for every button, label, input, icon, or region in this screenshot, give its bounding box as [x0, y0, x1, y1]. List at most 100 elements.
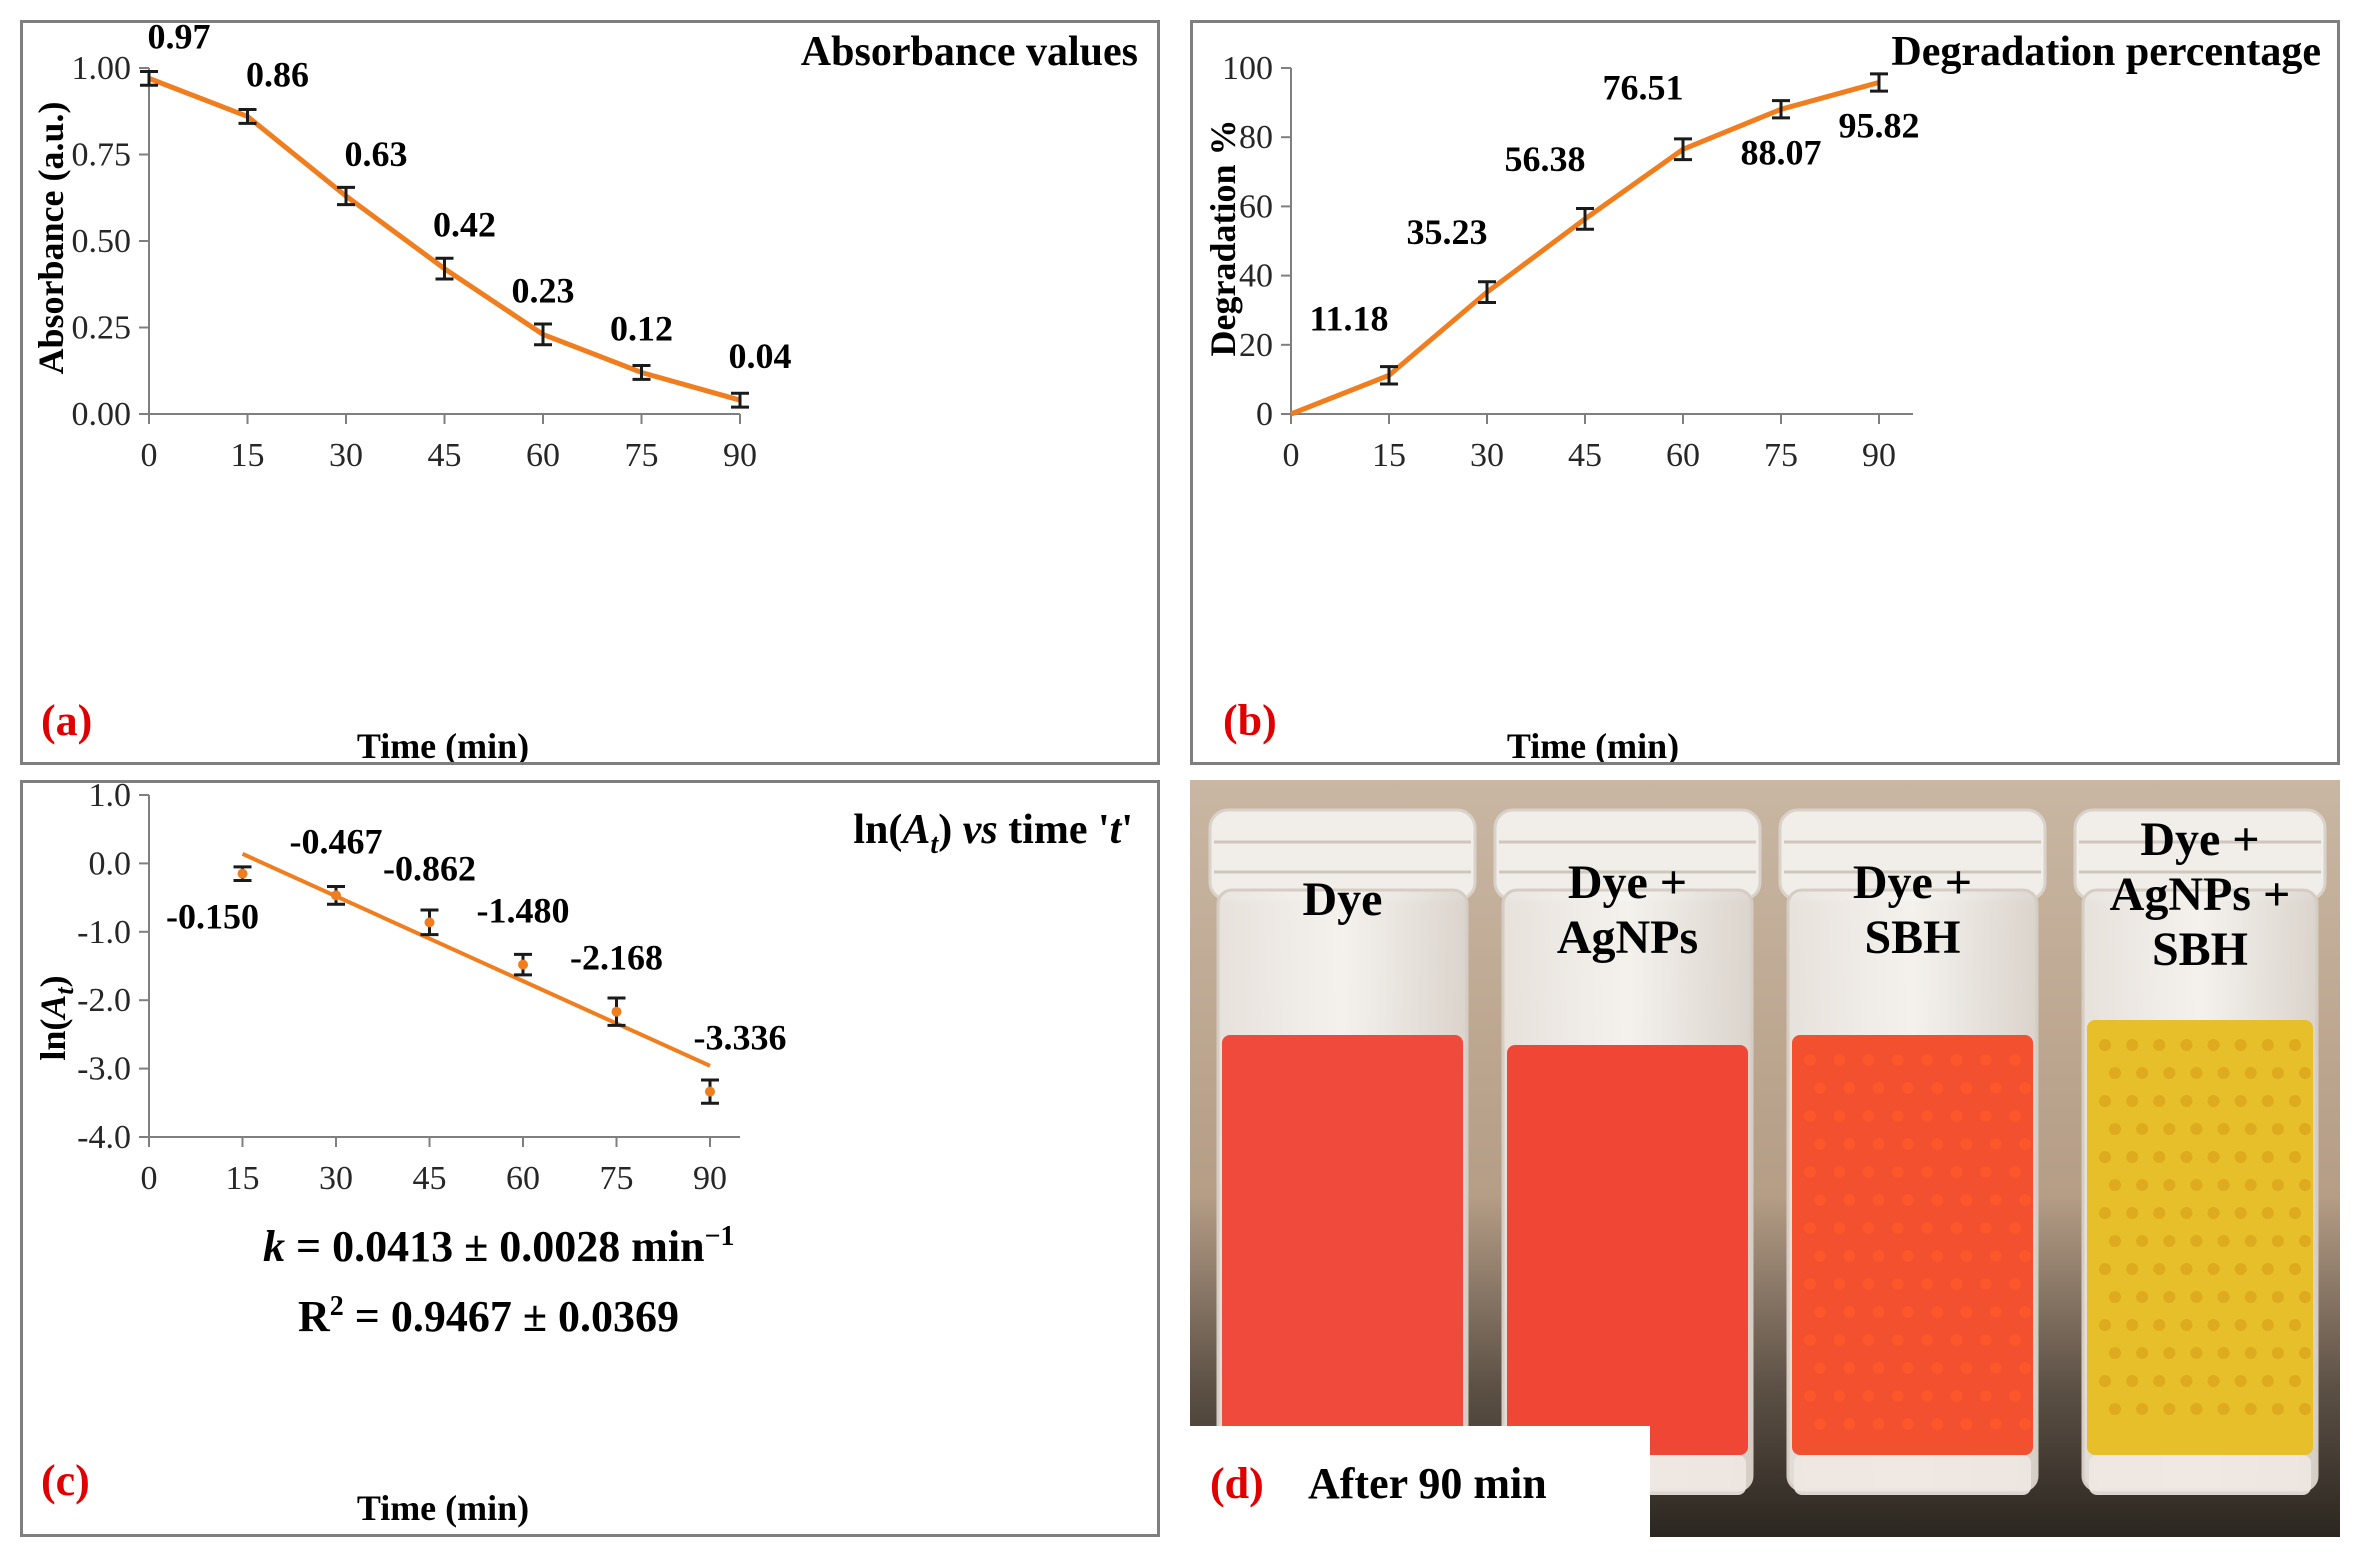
bubble [1901, 1418, 1914, 1430]
bubble [1950, 1166, 1963, 1178]
bubble [1901, 1082, 1914, 1094]
x-tick-label: 45 [1568, 437, 1602, 474]
bubble [2009, 1390, 2021, 1402]
bubble [2019, 1082, 2031, 1094]
chart-title: Absorbance values [801, 29, 1138, 75]
bubble [1921, 1222, 1934, 1234]
bubble [2126, 1263, 2139, 1275]
data-label: 0.42 [433, 205, 496, 245]
data-label: -2.168 [570, 938, 663, 978]
y-axis-label: Absorbance (a.u.) [31, 101, 71, 374]
bubble [2244, 1403, 2257, 1415]
ann-part: = 0.0413 ± 0.0028 min [285, 1222, 705, 1271]
bubble [1891, 1110, 1904, 1122]
bubble [2109, 1403, 2121, 1415]
data-label: 11.18 [1309, 298, 1388, 338]
bubble [2289, 1151, 2301, 1163]
vial: Dye [1208, 808, 1477, 1495]
vial-liquid [1792, 1035, 2033, 1455]
bubble [1921, 1166, 1934, 1178]
bubble [1901, 1138, 1914, 1150]
bubble [1862, 1110, 1875, 1122]
bubble [2180, 1207, 2193, 1219]
panel-label-b: (b) [1223, 696, 1277, 745]
title-part: ' [1121, 807, 1133, 853]
bubble [1833, 1334, 1846, 1346]
chart-c-svg: -4.0 -3.0 -2.0 -1.0 0.0 1.0 0 15 30 45 60 75 90 -0.15… [33, 783, 1133, 1528]
bubble [1804, 1054, 1816, 1066]
photo-caption: After 90 min [1308, 1459, 1547, 1508]
data-label: 0.86 [246, 54, 309, 94]
bubble [2019, 1418, 2031, 1430]
data-label: -3.336 [694, 1018, 787, 1058]
bubble [2244, 1235, 2257, 1247]
bubble [1979, 1278, 1992, 1290]
bubble [1989, 1306, 2002, 1318]
bubble [2217, 1179, 2230, 1191]
x-tick-label: 90 [693, 1160, 727, 1197]
bubble [2126, 1095, 2139, 1107]
bubble [2271, 1403, 2284, 1415]
bubble [2019, 1138, 2031, 1150]
bubble [2099, 1039, 2111, 1051]
bubble [2261, 1263, 2274, 1275]
y-tick-label: 0.25 [72, 310, 132, 347]
bubble [2207, 1375, 2220, 1387]
bubble [2099, 1151, 2111, 1163]
bubble [1979, 1390, 1992, 1402]
y-tick-label: 1.00 [72, 50, 132, 87]
bubble [1814, 1082, 1826, 1094]
bubble [2217, 1067, 2230, 1079]
bubble [2271, 1123, 2284, 1135]
bubble [1989, 1418, 2002, 1430]
bubble [1814, 1418, 1826, 1430]
bubble [2019, 1362, 2031, 1374]
x-tick-label: 45 [413, 1160, 447, 1197]
vial-label: Dye + [2140, 813, 2259, 866]
vial: Dye +AgNPs [1493, 808, 1762, 1495]
bubble [2234, 1039, 2247, 1051]
bubble [1960, 1362, 1973, 1374]
ann-part: 2 [330, 1291, 344, 1322]
bubble [2163, 1123, 2176, 1135]
bubble [1843, 1250, 1856, 1262]
vial-liquid [1507, 1045, 1748, 1455]
y-tick-label: 40 [1239, 258, 1273, 295]
data-label: -1.480 [477, 891, 570, 931]
ylabel-part: t [50, 987, 79, 995]
title-part: t [930, 829, 939, 860]
bubble [2207, 1095, 2220, 1107]
bubble [1960, 1138, 1973, 1150]
panel-label-c: (c) [41, 1456, 90, 1505]
vial: Dye +AgNPs +SBH [2073, 808, 2327, 1495]
bubble [1921, 1390, 1934, 1402]
bubble [2136, 1179, 2149, 1191]
y-tick-label: -4.0 [77, 1119, 131, 1156]
bubble [2217, 1235, 2230, 1247]
bubble [1804, 1334, 1816, 1346]
bubble [1804, 1222, 1816, 1234]
bubble [2271, 1179, 2284, 1191]
bubble [2009, 1222, 2021, 1234]
bubble [2153, 1207, 2166, 1219]
vial-label: AgNPs + [2110, 868, 2291, 921]
data-label: -0.150 [166, 897, 259, 937]
bubble [1901, 1362, 1914, 1374]
bubble [1901, 1194, 1914, 1206]
bubble [1862, 1222, 1875, 1234]
x-tick-label: 0 [1283, 437, 1300, 474]
bubble [2261, 1151, 2274, 1163]
bubble [1979, 1334, 1992, 1346]
bubble [1862, 1334, 1875, 1346]
bubble [2207, 1151, 2220, 1163]
data-label: 0.12 [610, 308, 673, 348]
bubble [2261, 1319, 2274, 1331]
bubble [1960, 1250, 1973, 1262]
bubble [2136, 1347, 2149, 1359]
x-tick-label: 15 [226, 1160, 260, 1197]
panel-d-photo: Dye Dye + AgNPs Dye + SBH Dye + AgNPs + SBH (d)… [1190, 780, 2340, 1537]
y-tick-label: -3.0 [77, 1051, 131, 1088]
bubble [2163, 1347, 2176, 1359]
y-tick-label: 0.0 [89, 845, 132, 882]
bubble [1950, 1278, 1963, 1290]
